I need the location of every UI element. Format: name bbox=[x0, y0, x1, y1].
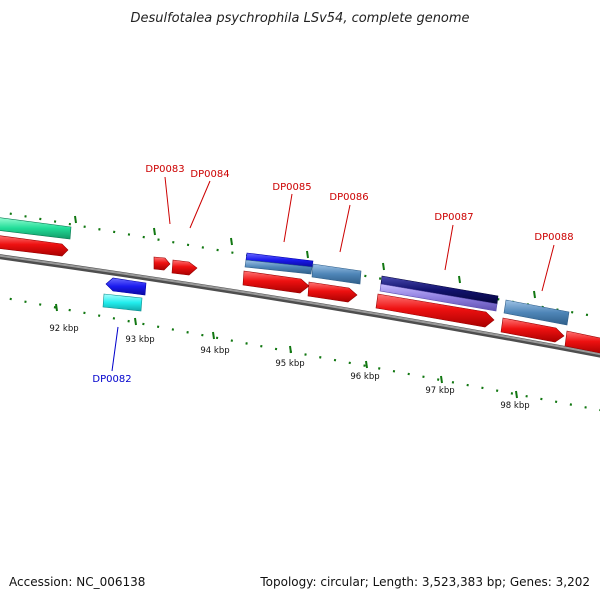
cds-dp0084[interactable] bbox=[171, 259, 198, 276]
gene-label-dp0085[interactable]: DP0085 bbox=[272, 182, 311, 193]
leader-dp0087 bbox=[444, 224, 454, 271]
gene-label-dp0086[interactable]: DP0086 bbox=[329, 192, 368, 203]
map-title: Desulfotalea psychrophila LSv54, complet… bbox=[130, 11, 469, 26]
scale-label-94kbp: 94 kbp bbox=[200, 346, 229, 356]
leader-dp0084 bbox=[189, 180, 211, 229]
leader-dp0085 bbox=[283, 193, 293, 243]
topology-text: Topology: circular; Length: 3,523,383 bp… bbox=[259, 575, 590, 589]
gene-dp0088-steelblue[interactable] bbox=[503, 299, 570, 326]
scale-label-97kbp: 97 kbp bbox=[425, 386, 454, 396]
gene-dp0087-lavender[interactable] bbox=[379, 283, 498, 312]
scale-label-96kbp: 96 kbp bbox=[350, 372, 379, 382]
scale-label-93kbp: 93 kbp bbox=[125, 335, 154, 345]
leader-dp0086 bbox=[339, 204, 351, 253]
cds-dp0088[interactable] bbox=[500, 317, 565, 343]
gene-dp0082-cyan[interactable] bbox=[102, 293, 143, 312]
gene-feature-green[interactable] bbox=[0, 217, 72, 240]
gene-label-dp0084[interactable]: DP0084 bbox=[190, 169, 229, 180]
scale-label-92kbp: 92 kbp bbox=[49, 324, 78, 334]
gene-dp0082-blue[interactable] bbox=[105, 277, 147, 296]
cds-arrow-left-edge[interactable] bbox=[0, 235, 69, 257]
gene-label-dp0087[interactable]: DP0087 bbox=[434, 212, 473, 223]
major-ticks bbox=[55, 303, 518, 399]
cds-arrow-right-edge[interactable] bbox=[564, 330, 600, 354]
cds-dp0086[interactable] bbox=[307, 281, 358, 303]
cds-dp0083[interactable] bbox=[153, 256, 171, 271]
scale-label-98kbp: 98 kbp bbox=[500, 401, 529, 411]
gene-label-dp0082[interactable]: DP0082 bbox=[92, 374, 131, 385]
gene-dp0085-steelblue[interactable] bbox=[244, 259, 313, 275]
leader-dp0083 bbox=[164, 176, 171, 225]
gene-dp0086-steelblue[interactable] bbox=[311, 263, 362, 285]
cds-dp0085[interactable] bbox=[242, 270, 310, 294]
gene-label-dp0083[interactable]: DP0083 bbox=[145, 164, 184, 175]
leader-dp0088 bbox=[541, 244, 555, 292]
cds-dp0087[interactable] bbox=[375, 293, 495, 328]
accession-text: Accession: NC_006138 bbox=[9, 575, 145, 589]
upper-major-ticks bbox=[74, 215, 536, 299]
gene-label-dp0088[interactable]: DP0088 bbox=[534, 232, 573, 243]
genome-backbone-highlight bbox=[0, 254, 600, 356]
leader-dp0082 bbox=[111, 326, 119, 372]
scale-label-95kbp: 95 kbp bbox=[275, 359, 304, 369]
